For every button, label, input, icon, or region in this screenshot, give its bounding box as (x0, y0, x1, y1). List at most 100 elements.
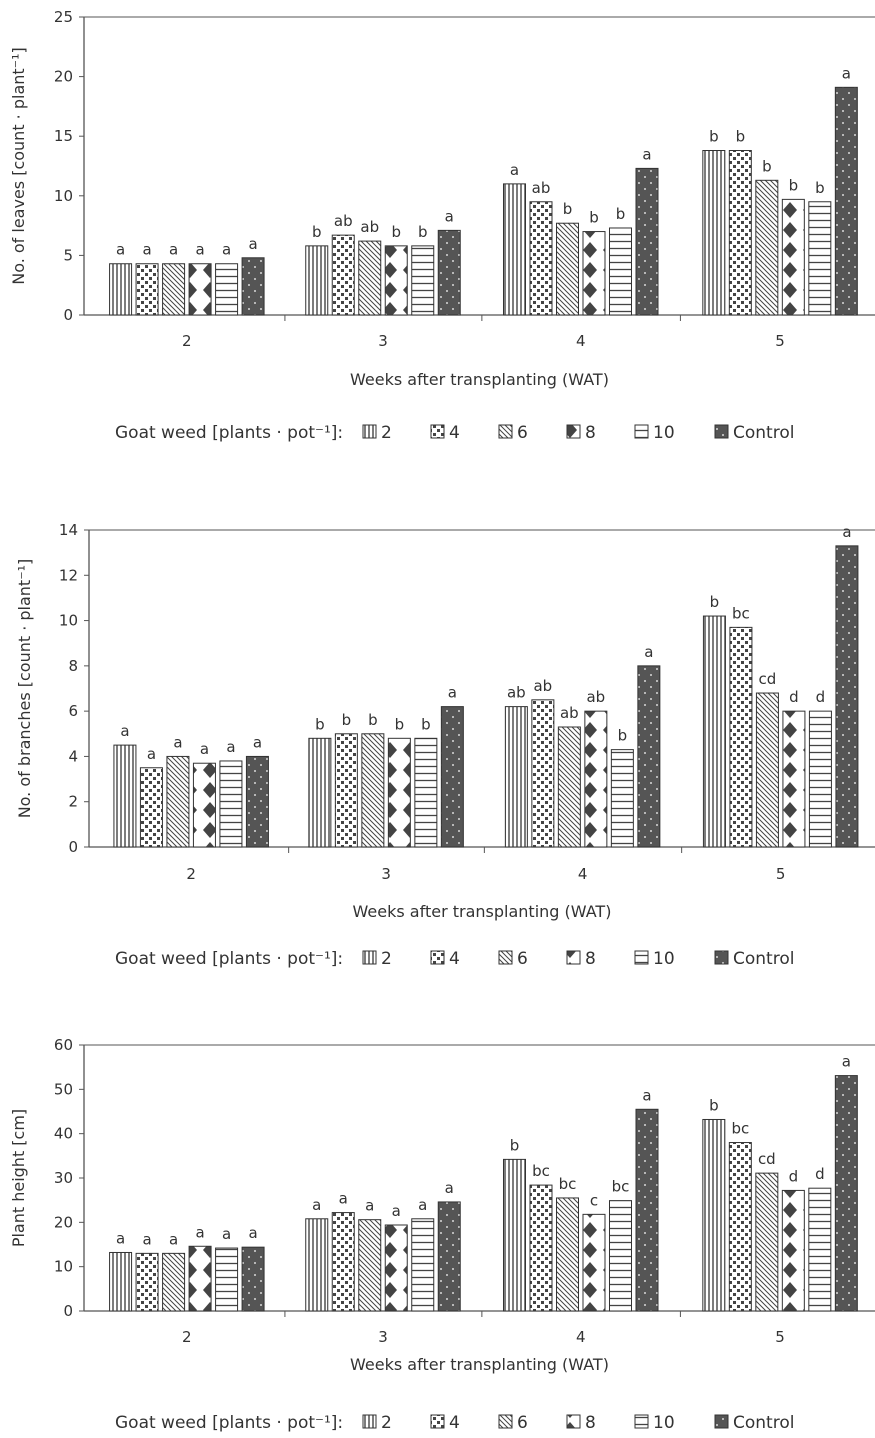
bar-6-week-5 (755, 1172, 779, 1312)
x-tick-label: 3 (378, 332, 388, 350)
significance-letter: b (368, 711, 378, 729)
y-tick-label: 60 (54, 1036, 73, 1054)
legend-label: 4 (449, 1413, 460, 1433)
bar-4-week-4 (529, 201, 553, 316)
x-tick-label: 5 (776, 865, 786, 883)
y-tick-label: 14 (59, 521, 78, 539)
bar-4-week-5 (728, 150, 752, 316)
significance-letter: d (789, 1167, 799, 1185)
bar-10-week-4 (610, 749, 634, 848)
y-tick-label: 10 (59, 612, 78, 630)
bar-2-week-3 (305, 245, 329, 316)
significance-letter: a (448, 684, 457, 702)
bar-4-week-5 (729, 626, 753, 848)
bar-6-week-3 (358, 1219, 382, 1312)
legend-swatch-4 (430, 424, 445, 439)
legend: Goat weed [plants · pot⁻¹]: 2 4 6 8 10 Control (115, 949, 794, 969)
legend-swatch-4 (430, 950, 445, 965)
chart-panel-3: 0 10 20 30 40 50 60 Plant height [cm] 2 3 4 5 Weeks … (9, 1036, 875, 1433)
bar-10-week-5 (808, 1187, 832, 1312)
legend-label: 2 (381, 1413, 392, 1433)
significance-letter: b (342, 711, 352, 729)
legend-label: 2 (381, 423, 392, 443)
x-tick-label: 2 (182, 332, 192, 350)
bar-4-week-2 (135, 263, 159, 316)
legend: Goat weed [plants · pot⁻¹]: 2 4 6 8 10 Control (115, 423, 794, 443)
significance-letter: b (736, 128, 746, 146)
y-tick-label: 10 (54, 1258, 73, 1276)
bar-4-week-3 (331, 1212, 355, 1312)
significance-letter: b (789, 176, 799, 194)
bar-8-week-5 (781, 1189, 805, 1312)
bar-2-week-2 (109, 1251, 133, 1312)
y-axis-title: No. of leaves [count · plant⁻¹] (9, 47, 28, 285)
bar-2-week-3 (308, 737, 332, 848)
y-tick-label: 50 (54, 1080, 73, 1098)
bar-6-week-2 (162, 263, 186, 316)
x-tick-label: 4 (576, 1328, 586, 1346)
y-tick-label: 25 (54, 8, 73, 26)
bar-8-week-3 (384, 245, 408, 316)
bar-6-week-3 (358, 240, 382, 316)
x-tick-label: 3 (378, 1328, 388, 1346)
significance-letter: a (195, 241, 204, 259)
y-axis-title: No. of branches [count · plant⁻¹] (15, 559, 34, 819)
bar-6-week-2 (166, 755, 190, 848)
legend-label: 6 (517, 423, 528, 443)
bar-10-week-3 (414, 737, 438, 848)
x-axis-title: Weeks after transplanting (WAT) (353, 902, 612, 921)
x-tick-label: 2 (186, 865, 196, 883)
significance-letter: b (421, 715, 431, 733)
bar-2-week-5 (702, 150, 726, 316)
legend-label: 6 (517, 949, 528, 969)
x-axis-title: Weeks after transplanting (WAT) (350, 370, 609, 389)
legend-label: 8 (585, 949, 596, 969)
y-tick-label: 2 (68, 793, 78, 811)
significance-letter: a (195, 1223, 204, 1241)
significance-letter: bc (732, 604, 750, 622)
bar-10-week-2 (215, 263, 239, 316)
bar-10-week-3 (411, 245, 435, 316)
y-tick-label: 40 (54, 1125, 73, 1143)
bar-8-week-4 (584, 710, 608, 848)
significance-letter: ab (334, 212, 353, 230)
bar-4-week-3 (334, 733, 358, 848)
bar-2-week-5 (702, 615, 726, 848)
legend-label: Control (733, 949, 794, 969)
legend-label: 10 (653, 423, 675, 443)
legend-title: Goat weed [plants · pot⁻¹]: (115, 1413, 343, 1433)
x-tick-label: 5 (775, 332, 785, 350)
legend-swatch-2 (362, 424, 377, 439)
bar-4-week-3 (331, 234, 355, 316)
y-tick-label: 0 (68, 838, 78, 856)
legend-label: 8 (585, 423, 596, 443)
bar-10-week-2 (215, 1247, 239, 1312)
legend-swatch-control (714, 950, 729, 965)
bar-2-week-5 (702, 1118, 726, 1312)
legend-label: 10 (653, 1413, 675, 1433)
significance-letter: a (169, 1230, 178, 1248)
significance-letter: a (248, 1224, 257, 1242)
y-tick-label: 20 (54, 1213, 73, 1231)
significance-letter: b (589, 209, 599, 227)
significance-letter: b (709, 1096, 719, 1114)
bar-control-week-2 (241, 257, 265, 316)
significance-letter: cd (758, 1150, 776, 1168)
bar-10-week-5 (808, 201, 832, 316)
significance-letter: bc (559, 1175, 577, 1193)
significance-letter: bc (532, 1162, 550, 1180)
y-axis-title: Plant height [cm] (9, 1109, 28, 1247)
significance-letter: b (616, 205, 626, 223)
significance-letter: b (510, 1136, 520, 1154)
bar-8-week-4 (582, 231, 606, 316)
legend: Goat weed [plants · pot⁻¹]: 2 4 6 8 10 Control (115, 1413, 794, 1433)
significance-letter: ab (586, 688, 605, 706)
significance-letter: d (816, 688, 826, 706)
y-tick-label: 5 (63, 246, 73, 264)
significance-letter: a (248, 235, 257, 253)
significance-letter: a (142, 241, 151, 259)
significance-letter: a (445, 1179, 454, 1197)
significance-letter: a (312, 1196, 321, 1214)
